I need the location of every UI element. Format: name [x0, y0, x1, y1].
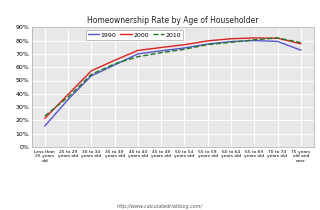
1990 [276, 40, 279, 43]
Line: 2010: 2010 [45, 38, 301, 116]
1990 [136, 53, 140, 55]
2010 [299, 41, 303, 44]
2000 [276, 37, 279, 39]
2000 [89, 70, 93, 72]
2000 [66, 93, 70, 96]
2000 [159, 46, 163, 49]
2010 [136, 55, 140, 58]
2010 [206, 43, 210, 46]
1990 [89, 75, 93, 77]
2000 [252, 37, 256, 39]
1990 [159, 50, 163, 52]
2010 [182, 48, 186, 50]
2010 [66, 96, 70, 98]
2000 [229, 37, 233, 40]
2010 [252, 39, 256, 41]
2010 [113, 63, 116, 65]
1990 [252, 39, 256, 42]
2000 [136, 49, 140, 52]
2000 [206, 40, 210, 42]
2010 [276, 37, 279, 39]
2010 [229, 41, 233, 44]
1990 [182, 47, 186, 49]
2010 [43, 115, 47, 117]
1990 [206, 43, 210, 45]
1990 [113, 64, 116, 66]
Line: 2000: 2000 [45, 38, 301, 118]
Title: Homeownership Rate by Age of Householder: Homeownership Rate by Age of Householder [87, 16, 259, 25]
Line: 1990: 1990 [45, 41, 301, 126]
2000 [43, 117, 47, 120]
1990 [43, 125, 47, 127]
2010 [159, 51, 163, 54]
1990 [66, 98, 70, 101]
1990 [229, 40, 233, 43]
2000 [299, 43, 303, 45]
2000 [182, 43, 186, 46]
1990 [299, 49, 303, 51]
Legend: 1990, 2000, 2010: 1990, 2000, 2010 [86, 30, 183, 39]
Text: http://www.calculatedriskblog.com/: http://www.calculatedriskblog.com/ [117, 204, 203, 209]
2000 [113, 59, 116, 62]
2010 [89, 73, 93, 76]
